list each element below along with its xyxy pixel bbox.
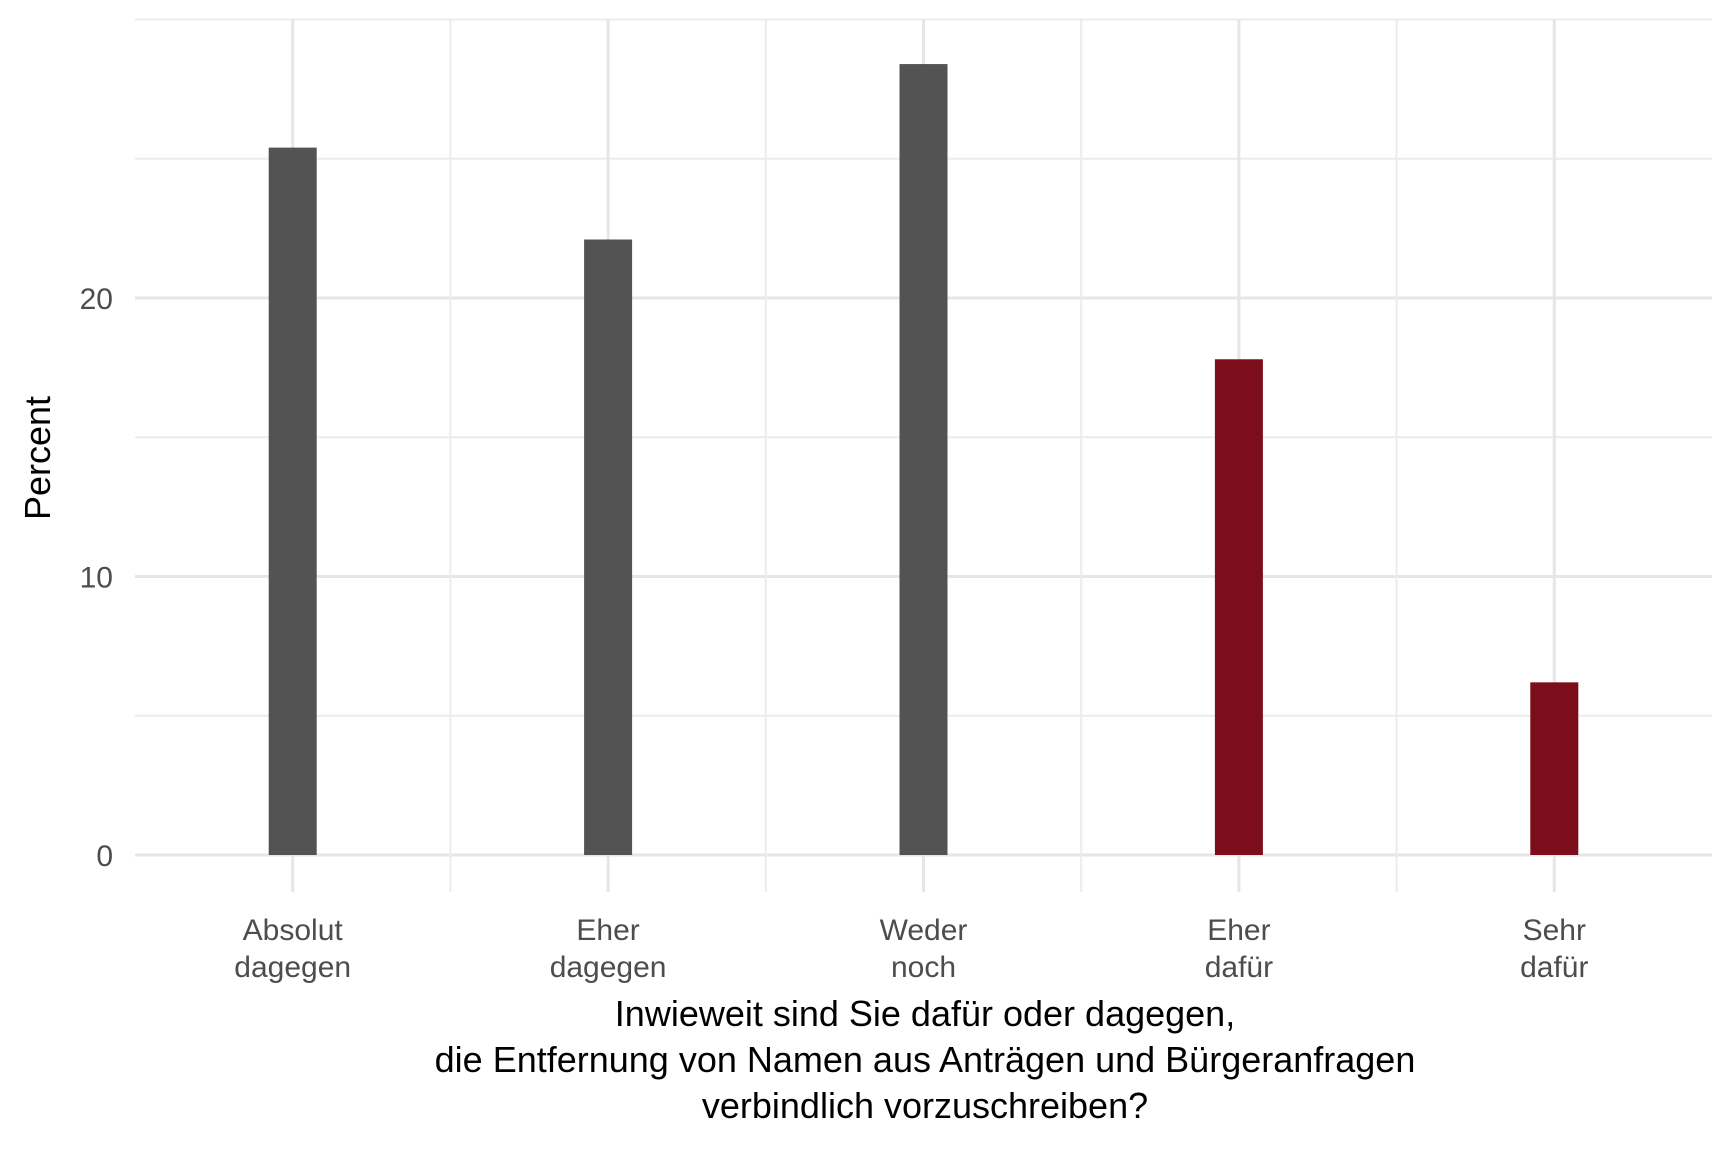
x-tick-label-line: Eher [576,914,639,947]
x-tick-label: Absolut dagegen [234,914,351,984]
bar-2 [584,239,633,855]
x-tick-label-line: dafür [1520,951,1588,984]
bars [268,64,1579,856]
x-tick-label-line: noch [891,951,956,984]
x-tick-label-line: Weder [880,914,968,947]
x-axis-title-line: die Entfernung von Namen aus Anträgen un… [435,1039,1416,1080]
x-tick-labels: Absolut dagegen Eher dagegen Weder noch Eher da… [234,914,1588,984]
x-axis-title: Inwieweit sind Sie dafür oder dagegen, di… [435,993,1416,1126]
x-tick-label: Weder noch [880,914,968,984]
y-tick-label: 10 [80,562,113,595]
bar-5 [1530,682,1579,855]
x-axis-title-line: verbindlich vorzuschreiben? [702,1085,1148,1126]
x-tick-label-line: Eher [1207,914,1270,947]
bar-4 [1214,359,1263,855]
y-axis-title: Percent [17,396,58,520]
x-tick-label-line: dafür [1205,951,1273,984]
x-axis-title-line: Inwieweit sind Sie dafür oder dagegen, [615,993,1235,1034]
x-tick-label: Eher dafür [1205,914,1273,984]
y-tick-labels: 0 10 20 [80,283,113,873]
y-tick-label: 20 [80,283,113,316]
x-tick-label-line: Absolut [243,914,344,947]
x-tick-label-line: dagegen [234,951,351,984]
bar-1 [268,147,317,856]
x-tick-label: Eher dagegen [550,914,667,984]
bar-3 [899,64,948,855]
x-tick-label-line: dagegen [550,951,667,984]
y-tick-label: 0 [96,840,113,873]
x-tick-label: Sehr dafür [1520,914,1588,984]
x-tick-label-line: Sehr [1523,914,1586,947]
